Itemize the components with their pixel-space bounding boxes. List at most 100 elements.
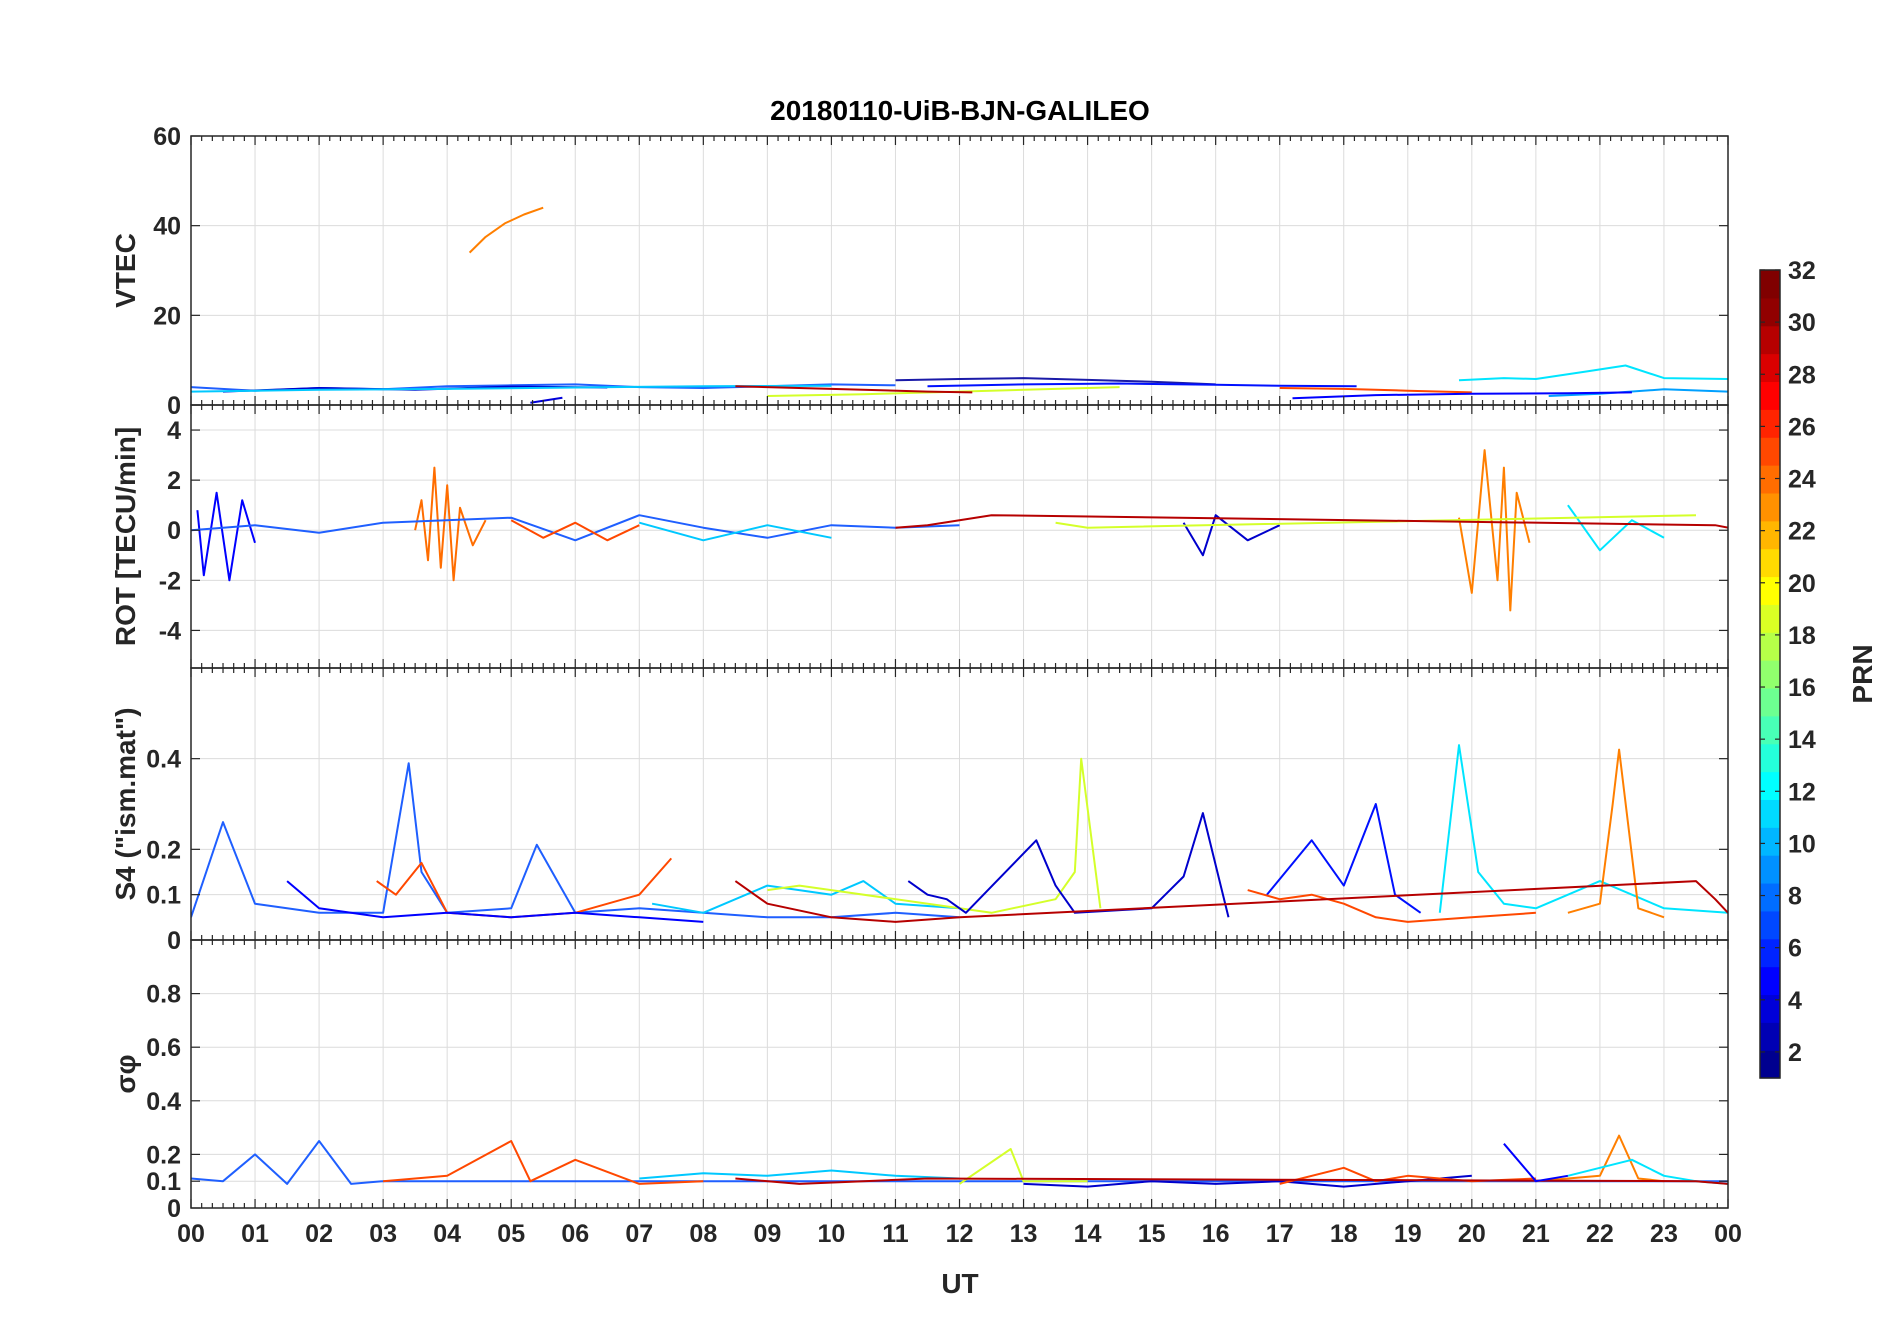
colorbar-segment: [1760, 492, 1780, 522]
colorbar-segment: [1760, 437, 1780, 466]
y-tick-label: 60: [153, 123, 181, 151]
x-tick-label: 01: [241, 1220, 269, 1248]
series-line-s4-3: [767, 757, 1102, 914]
y-tick-label: 0.8: [146, 981, 181, 1009]
y-tick-label: 40: [153, 213, 181, 241]
y-tick-label: 20: [153, 302, 181, 330]
y-tick-label: 0: [167, 392, 181, 420]
series-line-rot-0: [414, 466, 487, 582]
x-tick-label: 18: [1330, 1220, 1358, 1248]
y-tick-label: 0.1: [146, 882, 181, 910]
colorbar-segment: [1760, 381, 1780, 410]
colorbar-segment: [1760, 994, 1780, 1023]
series-line-vtec-4: [895, 377, 1216, 386]
series-line-s4-4: [907, 812, 1230, 918]
series-group: [191, 1134, 1728, 1188]
colorbar-segment: [1760, 660, 1780, 689]
colorbar-segment: [1760, 715, 1780, 745]
series-line-s4-9: [734, 880, 1728, 923]
series-line-vtec-3: [191, 384, 832, 393]
colorbar-segment: [1760, 548, 1780, 578]
colorbar-segment: [1760, 910, 1780, 940]
y-tick-label: 0.6: [146, 1034, 181, 1062]
series-line-sigphi-3: [958, 1148, 1088, 1185]
colorbar-segment: [1760, 576, 1780, 605]
colorbar-tick-label: 22: [1788, 518, 1816, 546]
colorbar-tick-label: 26: [1788, 413, 1816, 441]
y-tick-label: 0.2: [146, 1141, 181, 1169]
colorbar-label: PRN: [1847, 644, 1878, 703]
x-axis-tick-labels: 00 01 02 03 04 05 06 07 08 09 10 11 12 13 14 15 16 17 18 19…: [177, 1220, 1742, 1248]
colorbar-segment: [1760, 1050, 1780, 1079]
y-tick-label: 0: [167, 1195, 181, 1223]
series-line-s4-6: [1247, 889, 1536, 923]
colorbar-segment: [1760, 771, 1780, 800]
colorbar-segment: [1760, 743, 1780, 773]
series-line-sigphi-1: [383, 1140, 704, 1185]
series-line-sigphi-0: [191, 1140, 1728, 1185]
y-tick-label: 0.1: [146, 1168, 181, 1196]
series-line-sigphi-8: [735, 1177, 1728, 1185]
colorbar-segment: [1760, 604, 1780, 633]
y-tick-label: -2: [159, 567, 181, 595]
colorbar-segment: [1760, 632, 1780, 661]
x-tick-label: 07: [625, 1220, 653, 1248]
colorbar-segment: [1760, 799, 1780, 828]
x-tick-label: 12: [946, 1220, 974, 1248]
x-tick-label: 06: [561, 1220, 589, 1248]
colorbar-tick-label: 20: [1788, 570, 1816, 598]
series-line-s4-5: [1266, 803, 1422, 914]
series-line-sigphi-9: [1503, 1143, 1569, 1183]
series-line-vtec-12: [530, 396, 563, 404]
x-tick-label: 15: [1138, 1220, 1166, 1248]
series-line-rot-9: [895, 514, 1728, 529]
series-line-vtec-0: [468, 206, 544, 254]
series-line-rot-2: [191, 514, 960, 542]
colorbar-tick-label: 4: [1788, 987, 1802, 1015]
colorbar-segment: [1760, 353, 1780, 383]
x-tick-label: 16: [1202, 1220, 1230, 1248]
colorbar-tick-label: 12: [1788, 778, 1816, 806]
colorbar-tick-label: 28: [1788, 361, 1816, 389]
series-line-sigphi-4: [1023, 1174, 1472, 1188]
colorbar-tick-label: 18: [1788, 622, 1816, 650]
panel-s4: 0 0.1 0.2 0.4S4 ("ism.mat"): [110, 667, 1729, 955]
series-line-vtec-9: [1458, 364, 1728, 382]
series-line-rot-4: [510, 519, 640, 542]
colorbar-segment: [1760, 938, 1780, 968]
x-tick-label: 19: [1394, 1220, 1422, 1248]
colorbar-segment: [1760, 409, 1780, 438]
colorbar-segment: [1760, 687, 1780, 717]
x-tick-label: 11: [882, 1220, 909, 1248]
x-tick-label: 13: [1010, 1220, 1038, 1248]
x-tick-label: 00: [177, 1220, 205, 1248]
chart-title: 20180110-UiB-BJN-GALILEO: [770, 95, 1150, 126]
series-line-vtec-7: [1279, 387, 1472, 394]
series-line-rot-6: [1458, 449, 1531, 612]
x-tick-label: 08: [689, 1220, 717, 1248]
series-line-sigphi-6: [1535, 1134, 1665, 1183]
colorbar-segment: [1760, 882, 1780, 912]
colorbar-tick-label: 32: [1788, 257, 1816, 285]
series-line-rot-1: [196, 491, 256, 582]
x-tick-label: 00: [1714, 1220, 1742, 1248]
colorbar-tick-label: 6: [1788, 935, 1802, 963]
x-tick-label: 21: [1522, 1220, 1550, 1248]
panel-rot: -4 -2 0 2 4 ROT [TECU/min]: [110, 404, 1729, 669]
series-line-s4-8: [1567, 748, 1665, 919]
series-line-sigphi-2: [639, 1169, 960, 1180]
series-line-vtec-5: [927, 382, 1357, 388]
panel-sigphi: 00.10.2 0.4 0.6 0.8 σφ: [110, 939, 1729, 1223]
x-tick-label: 04: [433, 1220, 461, 1248]
colorbar-segment: [1760, 966, 1780, 996]
series-line-s4-2: [651, 880, 960, 914]
colorbar-segment: [1760, 465, 1780, 494]
y-tick-label: 0.4: [146, 1088, 181, 1116]
y-tick-label: -4: [159, 617, 181, 645]
colorbar-tick-label: 30: [1788, 309, 1816, 337]
series-line-s4-10: [286, 880, 704, 923]
x-tick-label: 05: [497, 1220, 525, 1248]
x-tick-label: 09: [753, 1220, 781, 1248]
x-tick-label: 14: [1074, 1220, 1102, 1248]
